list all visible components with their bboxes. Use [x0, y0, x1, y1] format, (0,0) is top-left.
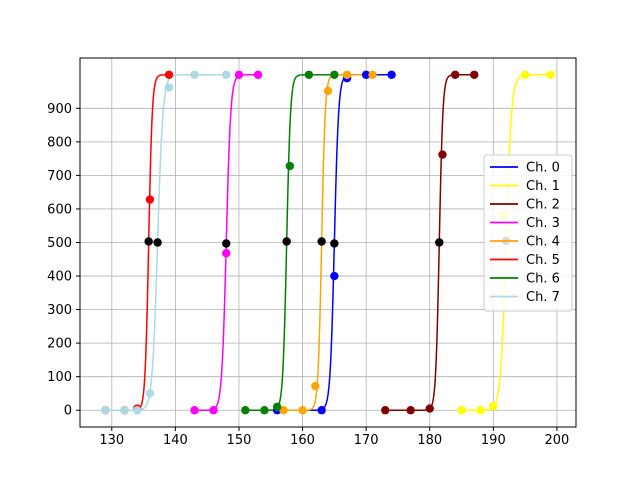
data-point-ch4-3	[323, 86, 333, 96]
y-tick-label: 600	[47, 202, 72, 217]
legend-box	[483, 154, 573, 312]
data-point-ch3-3	[234, 70, 244, 79]
data-point-ch0-4	[361, 70, 371, 79]
x-tick-label: 170	[354, 433, 379, 448]
x-tick-label: 200	[545, 433, 570, 448]
data-point-ch7-0	[101, 406, 110, 415]
data-point-ch0-2	[330, 271, 339, 281]
data-point-ch4-5	[368, 70, 377, 79]
midpoint-marker-ch6	[282, 237, 291, 246]
data-point-ch7-6	[222, 70, 231, 79]
data-point-ch1-4	[520, 70, 530, 79]
y-tick-label: 800	[47, 135, 72, 150]
x-tick-label: 160	[290, 433, 315, 448]
series-line-6	[245, 74, 335, 411]
midpoint-marker-ch5	[144, 237, 153, 246]
data-point-ch3-2	[222, 249, 231, 258]
data-point-ch4-0	[279, 406, 288, 415]
legend-label-7: Ch. 7	[526, 290, 560, 305]
x-tick-label: 150	[227, 433, 252, 448]
x-tick-label: 130	[99, 433, 124, 448]
legend-label-4: Ch. 4	[526, 235, 560, 250]
grid-lines	[80, 58, 576, 427]
data-point-ch3-1	[209, 406, 218, 415]
data-point-ch2-4	[450, 70, 460, 79]
data-point-ch1-0	[457, 406, 466, 415]
x-tick-label: 140	[163, 433, 188, 448]
midpoint-marker-ch7	[153, 238, 162, 247]
y-tick-label: 300	[47, 303, 72, 318]
data-point-ch7-1	[120, 406, 129, 415]
data-point-ch1-5	[546, 70, 555, 79]
y-tick-label: 500	[47, 236, 72, 251]
data-point-ch5-4	[164, 70, 174, 79]
midpoint-marker-ch2	[435, 238, 444, 247]
legend-label-6: Ch. 6	[526, 272, 560, 287]
data-point-ch6-0	[241, 406, 250, 415]
data-point-ch0-5	[387, 70, 396, 79]
y-tick-label: 100	[47, 370, 72, 385]
data-point-ch7-4	[164, 83, 174, 92]
legend-label-5: Ch. 5	[526, 253, 560, 268]
data-points	[101, 70, 555, 415]
data-point-ch6-2	[272, 402, 282, 412]
data-point-ch6-4	[304, 70, 314, 79]
legend-label-1: Ch. 1	[526, 179, 560, 194]
data-point-ch1-2	[489, 402, 498, 411]
data-point-ch2-0	[381, 406, 390, 415]
data-point-ch3-4	[253, 70, 263, 79]
midpoint-marker-ch3	[222, 239, 231, 248]
series-line-4	[283, 74, 373, 411]
data-point-ch6-5	[330, 70, 339, 79]
data-point-ch4-4	[342, 70, 352, 79]
data-point-ch0-1	[317, 406, 326, 415]
data-point-ch1-1	[476, 406, 485, 415]
data-point-ch2-3	[438, 150, 447, 159]
data-point-ch7-3	[145, 389, 155, 398]
legend-label-0: Ch. 0	[526, 161, 560, 176]
data-point-ch6-3	[285, 161, 295, 171]
y-tick-label: 200	[47, 337, 72, 352]
y-tick-label: 700	[47, 169, 72, 184]
y-tick-label: 900	[47, 102, 72, 117]
data-point-ch4-1	[298, 406, 307, 415]
legend: Ch. 0 Ch. 1 Ch. 2 Ch. 3 Ch. 4 Ch. 5 Ch. 6 Ch. 7	[483, 154, 573, 312]
data-point-ch2-1	[406, 406, 415, 415]
midpoint-marker-ch4	[317, 237, 326, 246]
data-point-ch3-0	[190, 406, 199, 415]
data-point-ch6-1	[260, 406, 269, 415]
data-point-ch5-3	[145, 195, 155, 204]
data-point-ch4-2	[311, 381, 320, 391]
data-point-ch7-2	[133, 406, 142, 415]
y-tick-label: 400	[47, 270, 72, 285]
legend-label-3: Ch. 3	[526, 216, 560, 231]
y-tick-label: 0	[64, 404, 72, 419]
data-point-ch7-5	[190, 70, 199, 79]
x-tick-label: 190	[481, 433, 506, 448]
midpoint-marker-ch0	[330, 239, 339, 248]
axes: 130 140 150 160 170 180 190 200 0 100 200 300 400 500…	[47, 57, 577, 448]
data-point-ch2-5	[470, 70, 479, 79]
legend-label-2: Ch. 2	[526, 198, 560, 213]
x-tick-label: 180	[417, 433, 442, 448]
data-point-ch2-2	[425, 404, 434, 413]
